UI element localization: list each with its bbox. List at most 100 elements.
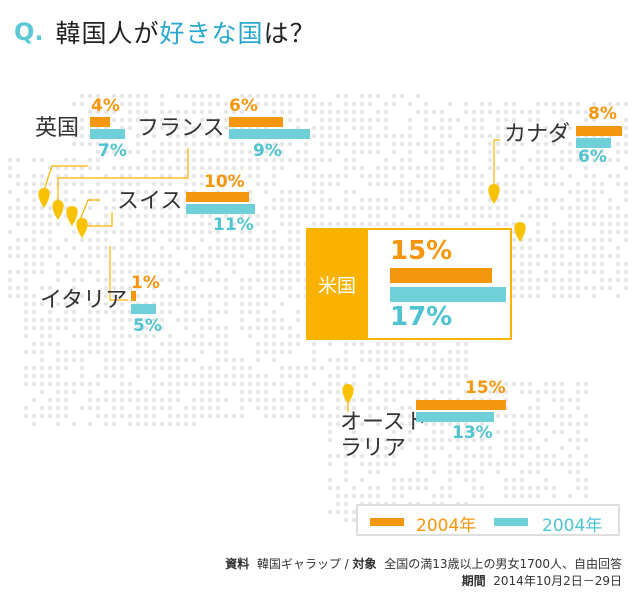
map-dot: [431, 149, 437, 155]
map-dot: [583, 189, 589, 195]
map-dot: [55, 245, 61, 251]
map-dot: [447, 189, 453, 195]
map-dot: [343, 493, 349, 499]
map-dot: [271, 349, 277, 355]
bar-uk-orange: [90, 117, 110, 127]
map-dot: [415, 221, 421, 227]
map-dot: [263, 181, 269, 187]
map-dot: [407, 117, 413, 123]
map-dot: [439, 485, 445, 491]
period-key: 期間: [461, 574, 486, 588]
map-dot: [103, 189, 109, 195]
map-dot: [287, 269, 293, 275]
map-dot: [199, 365, 205, 371]
map-dot: [391, 165, 397, 171]
map-dot: [223, 285, 229, 291]
map-dot: [455, 157, 461, 163]
map-dot: [623, 165, 629, 171]
map-dot: [239, 157, 245, 163]
map-dot: [407, 197, 413, 203]
map-dot: [111, 405, 117, 411]
map-dot: [279, 165, 285, 171]
map-dot: [511, 445, 517, 451]
map-dot: [79, 101, 85, 107]
map-dot: [535, 253, 541, 259]
map-dot: [175, 221, 181, 227]
map-dot: [255, 373, 261, 379]
map-dot: [503, 101, 509, 107]
map-dot: [607, 237, 613, 243]
map-dot: [303, 149, 309, 155]
map-dot: [511, 173, 517, 179]
map-dot: [575, 205, 581, 211]
map-dot: [191, 253, 197, 259]
map-dot: [543, 141, 549, 147]
map-dot: [511, 109, 517, 115]
map-dot: [399, 141, 405, 147]
map-dot: [175, 141, 181, 147]
map-dot: [567, 277, 573, 283]
map-dot: [271, 141, 277, 147]
map-dot: [111, 293, 117, 299]
map-dot: [79, 173, 85, 179]
map-dot: [439, 221, 445, 227]
map-dot: [303, 117, 309, 123]
map-dot: [519, 125, 525, 131]
map-dot: [471, 181, 477, 187]
map-dot: [551, 237, 557, 243]
map-dot: [231, 157, 237, 163]
map-dot: [399, 221, 405, 227]
map-dot: [391, 133, 397, 139]
map-dot: [279, 317, 285, 323]
map-dot: [23, 413, 29, 419]
source-line-2: 期間 2014年10月2日－29日: [140, 573, 622, 590]
map-dot: [567, 261, 573, 267]
map-dot: [359, 109, 365, 115]
map-dot: [39, 381, 45, 387]
map-dot: [327, 373, 333, 379]
map-dot: [103, 149, 109, 155]
map-dot: [367, 413, 373, 419]
map-dot: [95, 405, 101, 411]
map-dot: [575, 245, 581, 251]
question-mark-label: Q.: [14, 18, 44, 46]
map-dot: [111, 365, 117, 371]
map-dot: [263, 341, 269, 347]
map-dot: [367, 461, 373, 467]
map-dot: [191, 421, 197, 427]
map-dot: [535, 125, 541, 131]
map-dot: [87, 381, 93, 387]
map-dot: [359, 221, 365, 227]
map-dot: [151, 213, 157, 219]
map-dot: [279, 101, 285, 107]
map-dot: [383, 221, 389, 227]
map-dot: [351, 189, 357, 195]
map-dot: [535, 117, 541, 123]
map-dot: [559, 237, 565, 243]
map-dot: [615, 293, 621, 299]
map-dot: [567, 421, 573, 427]
map-dot: [47, 205, 53, 211]
map-dot: [335, 485, 341, 491]
map-dot: [511, 293, 517, 299]
map-dot: [399, 485, 405, 491]
map-dot: [495, 213, 501, 219]
map-dot: [87, 405, 93, 411]
map-dot: [535, 197, 541, 203]
map-dot: [279, 197, 285, 203]
map-dot: [455, 381, 461, 387]
map-dot: [359, 141, 365, 147]
map-dot: [303, 189, 309, 195]
map-dot: [95, 397, 101, 403]
map-dot: [583, 421, 589, 427]
map-dot: [399, 197, 405, 203]
map-dot: [447, 205, 453, 211]
map-dot: [215, 389, 221, 395]
map-dot: [47, 245, 53, 251]
map-dot: [303, 101, 309, 107]
map-dot: [287, 189, 293, 195]
map-dot: [151, 253, 157, 259]
map-dot: [327, 133, 333, 139]
map-dot: [423, 445, 429, 451]
